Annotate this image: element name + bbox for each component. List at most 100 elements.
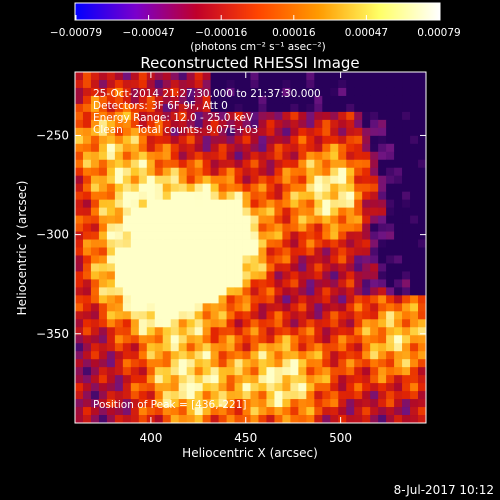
heatmap-cell (266, 327, 275, 336)
heatmap-cell (322, 311, 331, 320)
heatmap-cell (114, 87, 124, 97)
heatmap-cell (330, 167, 339, 177)
heatmap-cell (394, 415, 403, 423)
heatmap-cell (194, 383, 204, 392)
heatmap-cell (138, 95, 148, 105)
heatmap-cell (418, 151, 426, 161)
heatmap-cell (250, 375, 259, 384)
heatmap-cell (90, 311, 100, 320)
heatmap-cell (298, 95, 307, 105)
heatmap-cell (170, 95, 180, 105)
heatmap-cell (354, 279, 363, 288)
heatmap-cell (130, 383, 140, 392)
heatmap-cell (362, 343, 371, 352)
heatmap-cell (306, 343, 315, 352)
colorbar-tick-label: 0.00079 (417, 27, 460, 39)
heatmap-cell (154, 247, 164, 256)
heatmap-cell (194, 247, 204, 256)
heatmap-cell (146, 191, 156, 201)
heatmap-cell (162, 319, 172, 328)
heatmap-cell (378, 183, 387, 193)
heatmap-cell (394, 367, 403, 376)
heatmap-cell (346, 327, 355, 336)
heatmap-cell (130, 367, 140, 376)
heatmap-cell (338, 287, 347, 296)
heatmap-cell (346, 103, 355, 113)
heatmap-cell (274, 399, 283, 408)
heatmap-cell (154, 127, 164, 137)
heatmap-cell (242, 295, 251, 304)
heatmap-cell (314, 391, 323, 400)
heatmap-cell (290, 391, 299, 400)
heatmap-cell (82, 367, 92, 376)
heatmap-cell (170, 119, 180, 129)
heatmap-cell (410, 247, 419, 256)
heatmap-cell (298, 127, 307, 137)
heatmap-cell (226, 231, 235, 240)
heatmap-cell (274, 167, 283, 177)
heatmap-cell (410, 127, 419, 137)
heatmap-cell (322, 87, 331, 97)
heatmap-cell (306, 255, 315, 264)
heatmap-cell (226, 95, 235, 105)
heatmap-cell (274, 79, 283, 89)
heatmap-cell (378, 295, 387, 304)
heatmap-cell (146, 111, 156, 121)
heatmap-cell (122, 207, 132, 216)
heatmap-cell (122, 383, 132, 392)
heatmap-cell (226, 223, 235, 232)
heatmap-cell (330, 199, 339, 209)
heatmap-cell (282, 135, 291, 145)
heatmap-cell (234, 399, 243, 408)
heatmap-cell (98, 167, 108, 177)
heatmap-cell (194, 159, 204, 169)
heatmap-cell (75, 207, 84, 216)
heatmap-cell (210, 191, 219, 201)
heatmap-cell (194, 359, 204, 368)
annotation-clean-counts: Clean Total counts: 9.07E+03 (93, 124, 258, 136)
heatmap-cell (186, 367, 196, 376)
heatmap-cell (114, 215, 124, 224)
heatmap-cell (242, 143, 251, 153)
heatmap-cell (378, 351, 387, 360)
heatmap-cell (410, 223, 419, 232)
heatmap-cell (322, 239, 331, 248)
heatmap-cell (386, 271, 395, 280)
heatmap-cell (378, 367, 387, 376)
heatmap-cell (354, 263, 363, 272)
heatmap-cell (394, 159, 403, 169)
heatmap-cell (290, 143, 299, 153)
heatmap-cell (290, 407, 299, 416)
heatmap-cell (290, 239, 299, 248)
heatmap-cell (290, 367, 299, 376)
heatmap-cell (338, 319, 347, 328)
heatmap-cell (402, 175, 411, 185)
heatmap-cell (314, 119, 323, 129)
heatmap-cell (82, 375, 92, 384)
heatmap-cell (258, 223, 267, 232)
heatmap-cell (170, 103, 180, 113)
heatmap-cell (290, 87, 299, 97)
heatmap-cell (418, 295, 426, 304)
heatmap-cell (98, 343, 108, 352)
heatmap-cell (90, 407, 100, 416)
heatmap-cell (162, 151, 172, 161)
heatmap-cell (178, 72, 188, 81)
heatmap-cell (330, 175, 339, 185)
heatmap-cell (114, 175, 124, 185)
heatmap-cell (146, 143, 156, 153)
heatmap-cell (210, 239, 219, 248)
heatmap-cell (210, 111, 219, 121)
heatmap-cell (234, 295, 243, 304)
heatmap-cell (154, 367, 164, 376)
heatmap-cell (186, 383, 196, 392)
heatmap-cell (162, 351, 172, 360)
heatmap-cell (90, 87, 100, 97)
heatmap-cell (106, 231, 116, 240)
heatmap-cell (418, 183, 426, 193)
heatmap-cell (90, 383, 100, 392)
heatmap-cell (386, 111, 395, 121)
heatmap-cell (378, 103, 387, 113)
heatmap-cell (218, 383, 227, 392)
heatmap-cell (250, 367, 259, 376)
